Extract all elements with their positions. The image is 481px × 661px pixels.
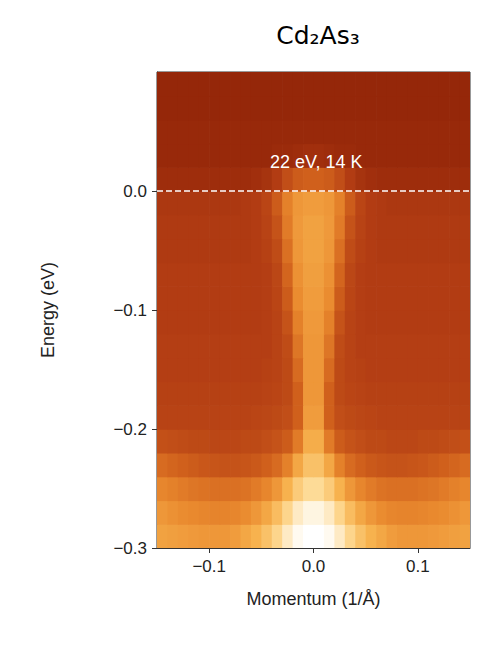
svg-text:−0.3: −0.3 bbox=[113, 539, 147, 558]
svg-text:0.1: 0.1 bbox=[406, 557, 430, 576]
svg-text:−0.2: −0.2 bbox=[113, 420, 147, 439]
svg-text:22 eV, 14 K: 22 eV, 14 K bbox=[270, 152, 362, 172]
svg-text:0.0: 0.0 bbox=[302, 557, 326, 576]
svg-text:Momentum (1/Å): Momentum (1/Å) bbox=[246, 589, 380, 609]
svg-text:Cd₂As₃: Cd₂As₃ bbox=[276, 21, 360, 50]
svg-text:0.0: 0.0 bbox=[123, 182, 147, 201]
svg-text:−0.1: −0.1 bbox=[113, 301, 147, 320]
svg-text:Energy (eV): Energy (eV) bbox=[38, 262, 58, 358]
svg-text:−0.1: −0.1 bbox=[192, 557, 226, 576]
